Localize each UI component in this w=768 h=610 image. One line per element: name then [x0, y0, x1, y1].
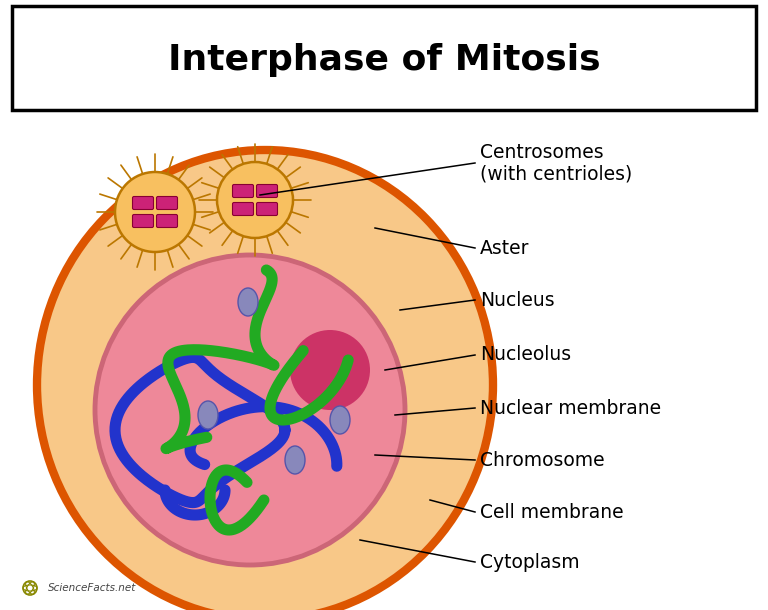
Ellipse shape	[290, 330, 370, 410]
Text: Cell membrane: Cell membrane	[480, 503, 624, 522]
Ellipse shape	[285, 446, 305, 474]
Ellipse shape	[217, 162, 293, 238]
FancyBboxPatch shape	[12, 6, 756, 110]
Ellipse shape	[95, 255, 405, 565]
Text: Centrosomes
(with centrioles): Centrosomes (with centrioles)	[480, 143, 632, 184]
FancyBboxPatch shape	[157, 196, 177, 209]
Ellipse shape	[37, 150, 493, 610]
Text: Aster: Aster	[480, 239, 529, 257]
Ellipse shape	[330, 406, 350, 434]
Ellipse shape	[115, 172, 195, 252]
Text: Nucleolus: Nucleolus	[480, 345, 571, 365]
FancyBboxPatch shape	[233, 184, 253, 198]
Text: Cytoplasm: Cytoplasm	[480, 553, 580, 572]
Ellipse shape	[198, 401, 218, 429]
FancyBboxPatch shape	[257, 203, 277, 215]
Text: Nucleus: Nucleus	[480, 290, 554, 309]
FancyBboxPatch shape	[233, 203, 253, 215]
FancyBboxPatch shape	[133, 196, 154, 209]
Text: Interphase of Mitosis: Interphase of Mitosis	[167, 43, 601, 77]
Text: Nuclear membrane: Nuclear membrane	[480, 398, 661, 417]
Ellipse shape	[238, 288, 258, 316]
Text: Chromosome: Chromosome	[480, 451, 604, 470]
FancyBboxPatch shape	[157, 215, 177, 228]
Text: ScienceFacts.net: ScienceFacts.net	[48, 583, 137, 593]
FancyBboxPatch shape	[133, 215, 154, 228]
FancyBboxPatch shape	[257, 184, 277, 198]
